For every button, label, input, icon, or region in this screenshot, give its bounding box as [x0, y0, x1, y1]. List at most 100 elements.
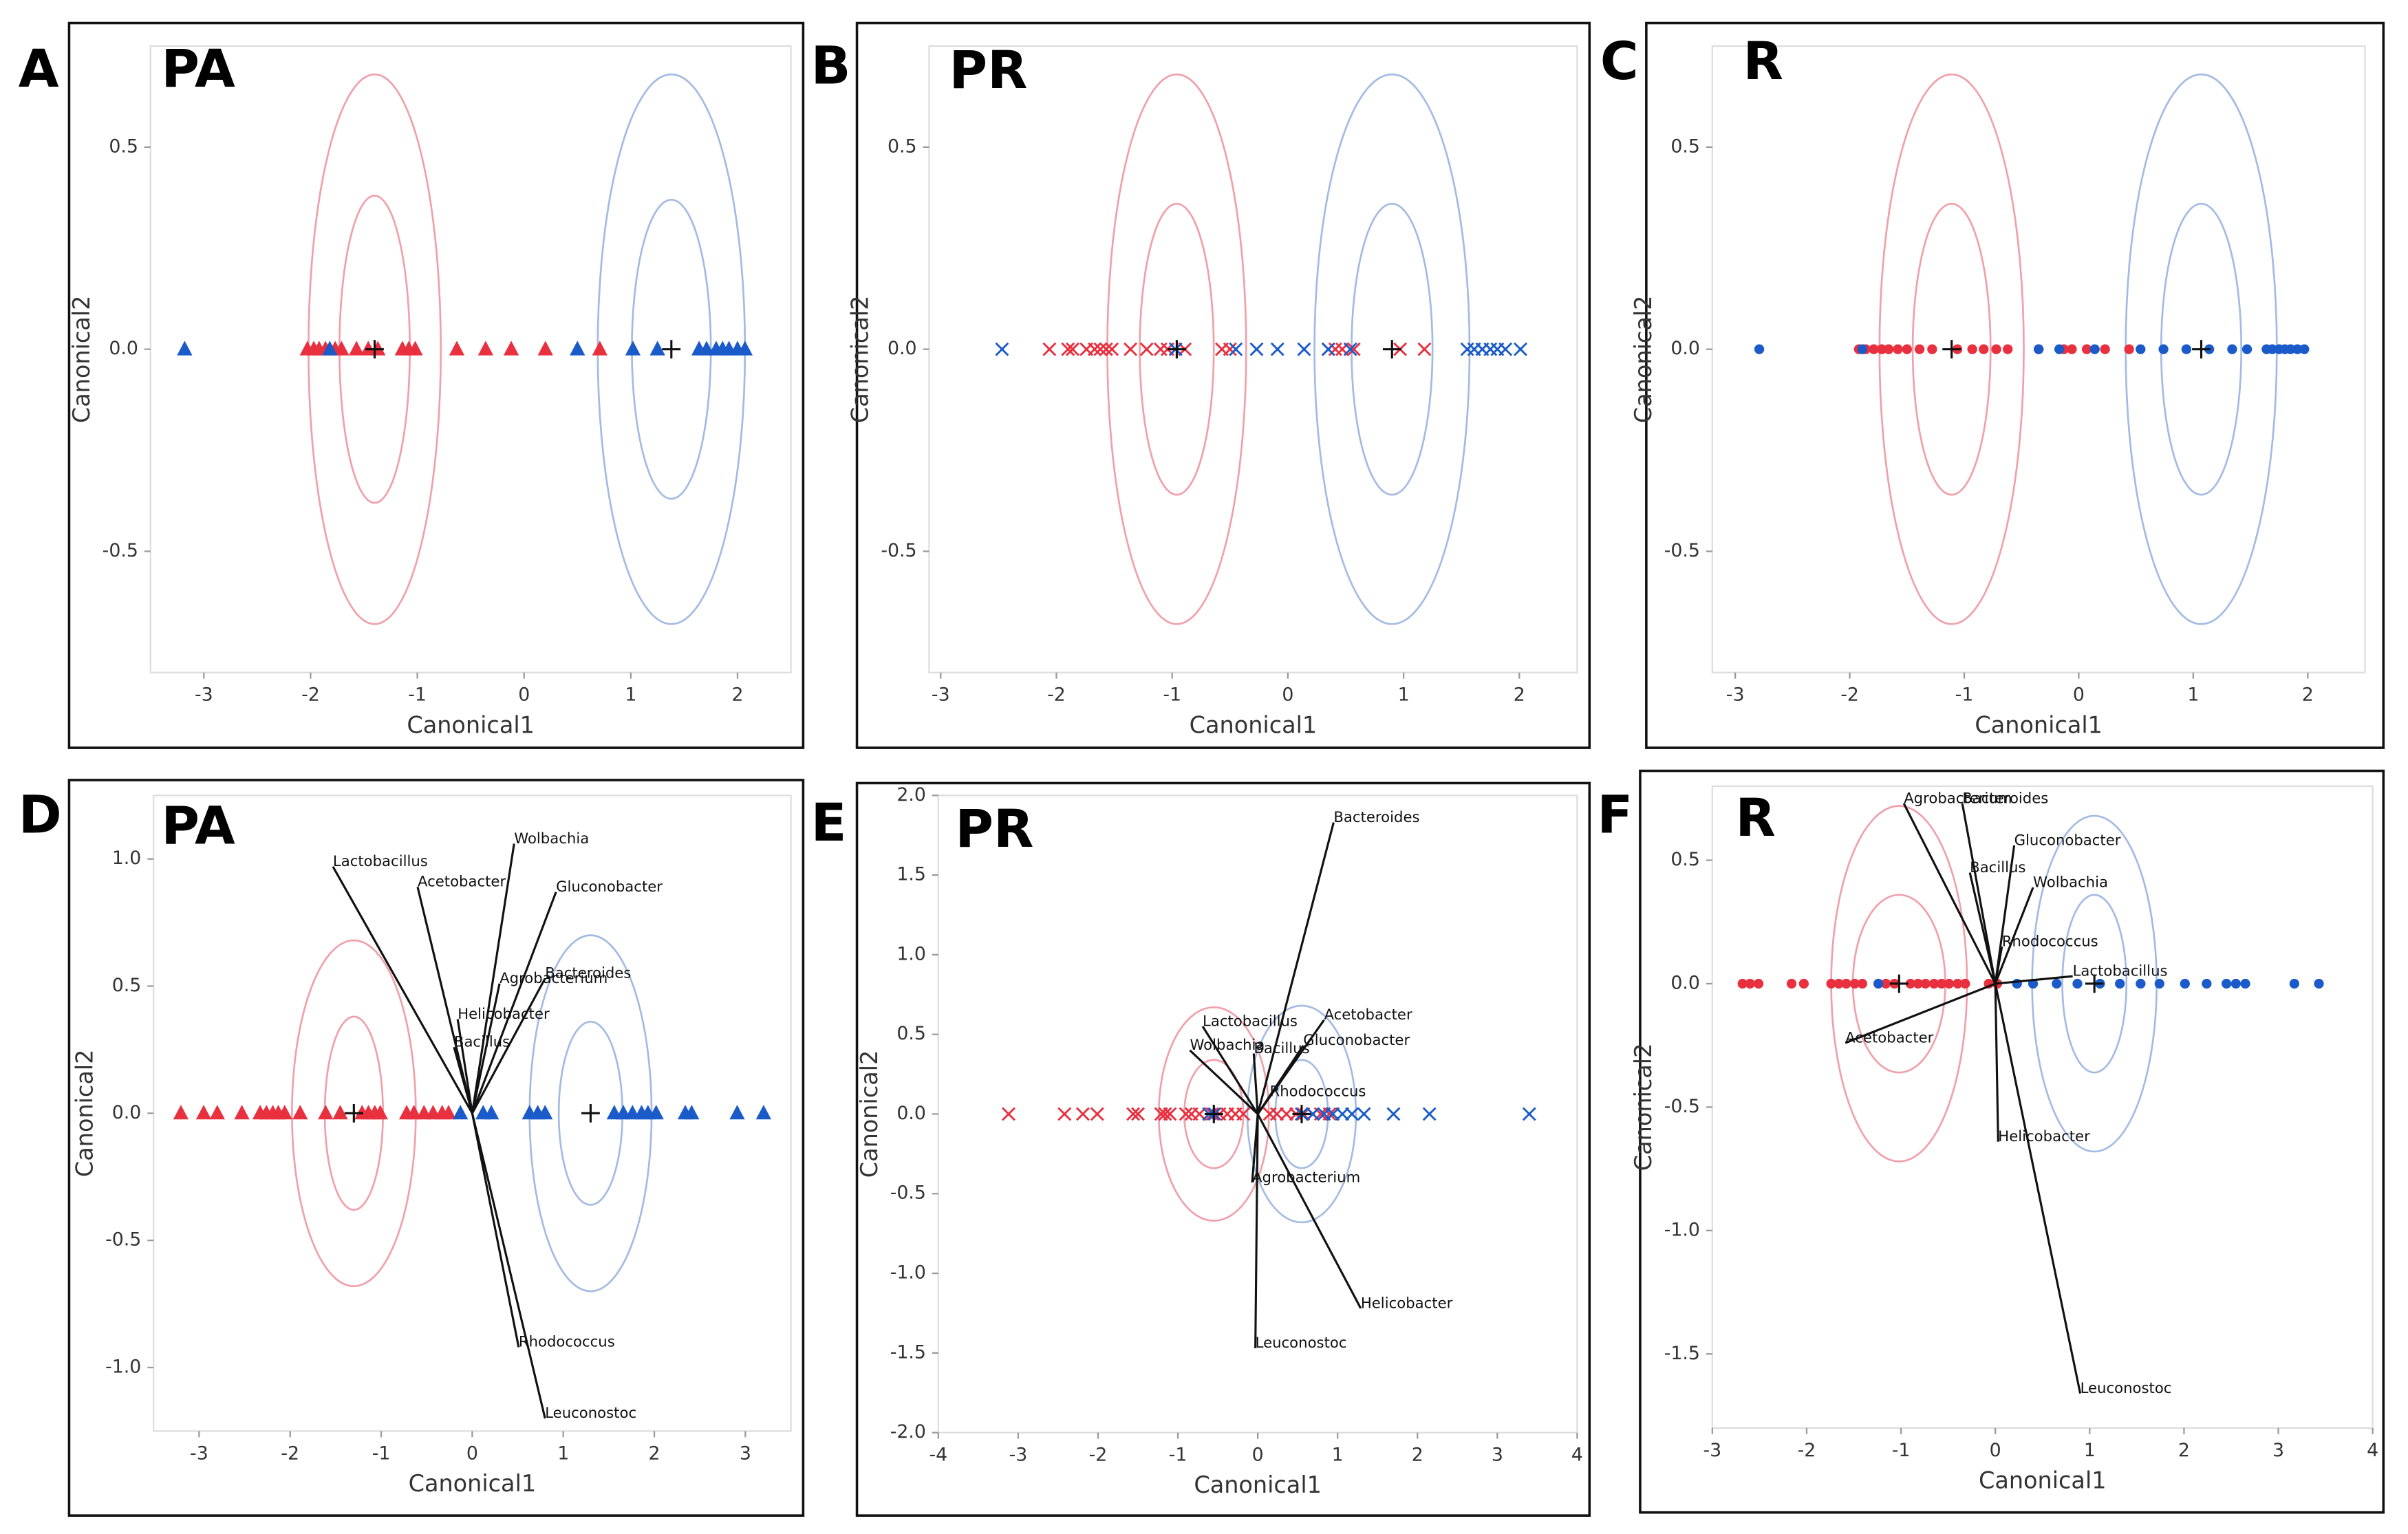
- point: [372, 1105, 388, 1120]
- panel-label: E: [811, 792, 847, 853]
- panel-title: PA: [161, 795, 235, 856]
- vector-label: Leuconostoc: [2081, 1379, 2172, 1396]
- point: [1869, 344, 1879, 354]
- point: [1798, 978, 1809, 989]
- point: [292, 1105, 308, 1120]
- point: [1834, 978, 1844, 989]
- point: [648, 1105, 664, 1120]
- y-tick-label: -1.5: [890, 1341, 926, 1363]
- point: [1357, 1107, 1371, 1121]
- vector-label: Bacteroides: [1333, 808, 1419, 825]
- panel-frame: [67, 21, 805, 749]
- biplot-vector: [1968, 872, 1997, 984]
- x-axis-label: Canonical1: [1979, 1467, 2107, 1494]
- point: [1386, 1107, 1401, 1121]
- point: [348, 341, 365, 356]
- x-tick-label: 2: [2178, 1440, 2190, 1461]
- point: [2124, 344, 2134, 354]
- point: [1754, 344, 1765, 354]
- point: [484, 1105, 499, 1120]
- centroid: [662, 340, 681, 359]
- y-axis-label: Canonical2: [847, 296, 874, 424]
- point: [318, 1105, 334, 1120]
- y-tick-label: 0.0: [1670, 972, 1700, 993]
- biplot-vector: [1994, 983, 2082, 1394]
- point: [449, 341, 465, 356]
- biplot-vector: [1845, 982, 1996, 1044]
- biplot-vector: [453, 1046, 473, 1114]
- point: [2292, 344, 2303, 354]
- point: [453, 1105, 469, 1120]
- point: [477, 341, 494, 356]
- x-tick-label: 1: [1332, 1445, 1344, 1466]
- vector-label: Helicobacter: [1361, 1294, 1453, 1311]
- density-ellipse: [1313, 73, 1471, 625]
- vector-label: Gluconobacter: [1303, 1031, 1410, 1048]
- y-tick-label: 0.0: [888, 338, 917, 359]
- y-tick-label: 0.5: [896, 1023, 926, 1044]
- biplot-vector: [1256, 1096, 1271, 1115]
- point: [1960, 978, 1970, 989]
- point: [2227, 344, 2237, 354]
- point: [1099, 342, 1113, 356]
- y-tick-label: -0.5: [105, 1229, 141, 1251]
- y-tick-label: 0.0: [1670, 338, 1700, 359]
- vector-label: Agrobacterium: [1252, 1168, 1360, 1185]
- point: [2286, 344, 2296, 354]
- x-tick-label: -2: [1089, 1445, 1108, 1466]
- point: [1163, 1107, 1177, 1121]
- centroid: [1168, 340, 1186, 359]
- point: [2100, 344, 2110, 354]
- point: [2299, 344, 2310, 354]
- y-tick-label: 1.0: [112, 847, 142, 869]
- x-tick-label: -1: [372, 1443, 391, 1464]
- panel-frame: [67, 779, 805, 1517]
- y-tick-label: 0.5: [1670, 136, 1700, 157]
- point: [1914, 344, 1925, 354]
- vector-label: Bacteroides: [1962, 789, 2048, 806]
- centroid: [1889, 974, 1909, 993]
- x-tick-label: 2: [1514, 684, 1525, 706]
- x-axis-label: Canonical1: [1194, 1471, 1322, 1498]
- panel-label: A: [19, 39, 59, 99]
- y-tick-label: -1.5: [1664, 1343, 1700, 1364]
- x-tick-label: 2: [1412, 1445, 1423, 1466]
- point: [1417, 342, 1432, 356]
- vector-label: Bacillus: [1254, 1039, 1309, 1057]
- point: [698, 341, 715, 356]
- point: [1979, 344, 1989, 354]
- point: [1223, 342, 1237, 356]
- point: [1249, 342, 1264, 356]
- vector-label: Agrobacterium: [499, 969, 608, 986]
- biplot-vector: [332, 866, 473, 1114]
- x-tick-label: -3: [1009, 1445, 1028, 1466]
- panel-title: PR: [949, 40, 1027, 100]
- panel-title: R: [1743, 31, 1783, 91]
- y-tick-label: 0.0: [109, 338, 138, 359]
- biplot-vector: [456, 1019, 473, 1114]
- density-ellipse: [1246, 1004, 1357, 1224]
- x-tick-label: 1: [625, 684, 636, 706]
- x-tick-label: -1: [1892, 1440, 1911, 1461]
- point: [1346, 342, 1361, 356]
- point: [1944, 978, 1955, 989]
- point: [1131, 1107, 1145, 1121]
- point: [1902, 344, 1912, 354]
- panel-title: R: [1735, 788, 1775, 848]
- y-tick-label: 0.5: [112, 975, 142, 996]
- point: [995, 342, 1009, 356]
- vector-label: Helicobacter: [458, 1005, 550, 1022]
- point: [2202, 978, 2212, 989]
- y-tick-label: -0.5: [881, 540, 916, 561]
- point: [1928, 978, 1939, 989]
- point: [2081, 344, 2092, 354]
- x-tick-label: 0: [1990, 1440, 2001, 1461]
- point: [234, 1105, 250, 1120]
- plot-area: [149, 45, 792, 673]
- y-tick-label: 0.5: [1670, 849, 1700, 870]
- y-tick-label: 0.5: [109, 136, 138, 157]
- vector-label: Lactobacillus: [333, 852, 428, 869]
- point: [1236, 1107, 1251, 1121]
- point: [1093, 342, 1108, 356]
